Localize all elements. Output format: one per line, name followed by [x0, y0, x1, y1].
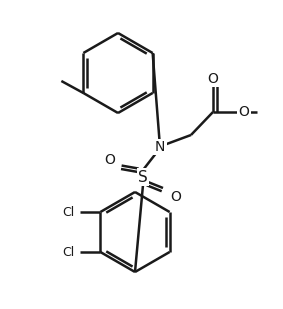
- Text: O: O: [104, 153, 115, 167]
- Text: N: N: [155, 140, 165, 154]
- Text: O: O: [207, 72, 218, 86]
- Text: O: O: [239, 105, 249, 119]
- Text: Cl: Cl: [62, 205, 74, 218]
- Text: O: O: [171, 190, 181, 204]
- Text: S: S: [138, 170, 148, 184]
- Text: Cl: Cl: [62, 245, 74, 259]
